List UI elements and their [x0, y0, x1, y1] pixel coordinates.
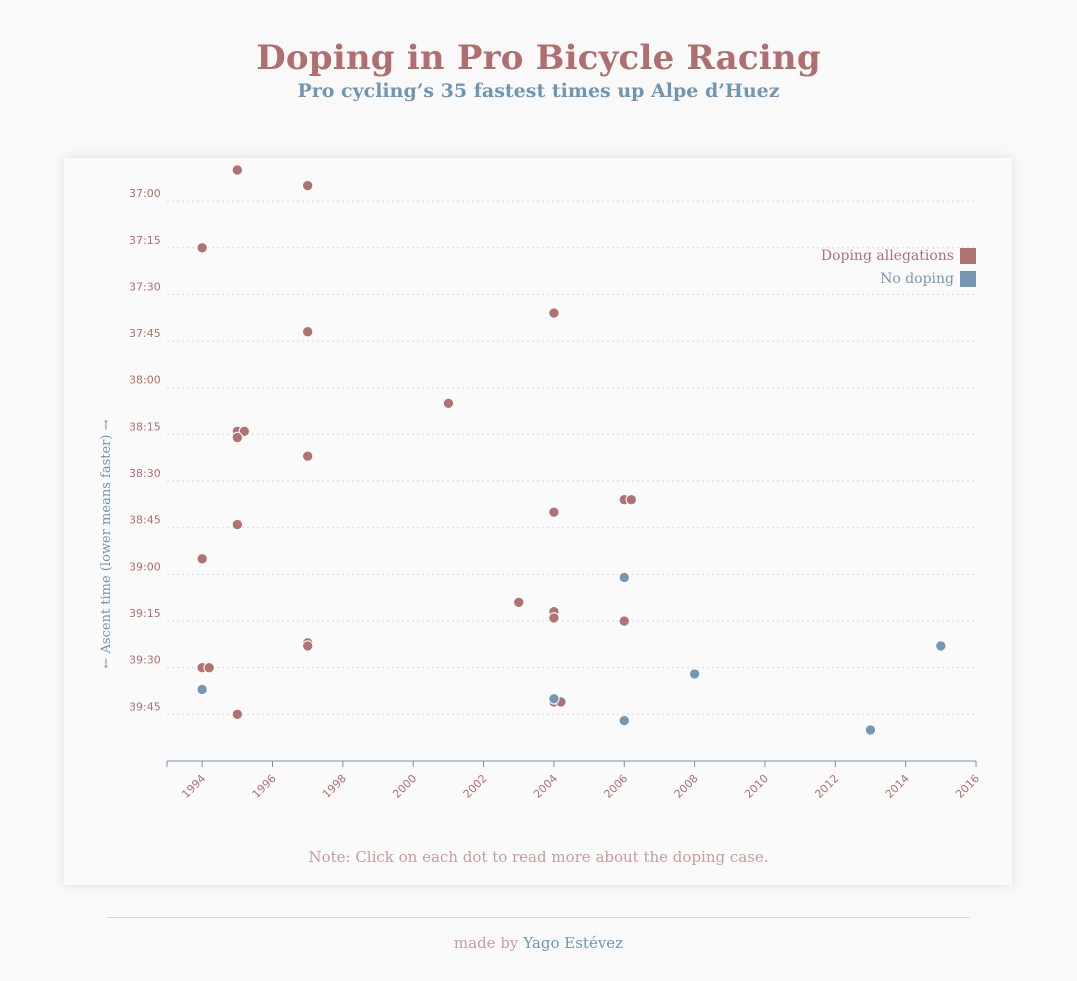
x-tick-label: 1994 — [179, 772, 208, 801]
legend: Doping allegations No doping — [821, 248, 976, 287]
x-tick-label: 2008 — [672, 772, 701, 801]
no-doping-dot[interactable] — [618, 571, 630, 584]
x-tick-label: 1998 — [320, 772, 349, 801]
doping-dot[interactable] — [203, 661, 215, 674]
grid-lines — [167, 200, 976, 715]
doping-dot[interactable] — [301, 450, 314, 462]
x-tick-label: 2004 — [531, 772, 560, 801]
y-tick-label: 37:15 — [129, 234, 161, 247]
y-axis: 37:00 37:15 37:30 37:45 38:00 38:15 38:30 38:45… — [129, 187, 161, 713]
author-link[interactable]: Yago Estévez — [523, 934, 624, 952]
doping-dot[interactable] — [231, 431, 244, 444]
x-tick-label: 1996 — [250, 772, 279, 801]
x-axis: 1994 1996 1998 2000 2002 2004 2006 2008 2010 2012… — [166, 760, 982, 801]
y-tick-label: 39:45 — [129, 700, 161, 713]
no-doping-dot[interactable] — [548, 693, 560, 705]
doping-dot[interactable] — [301, 326, 314, 338]
no-doping-dot[interactable] — [618, 714, 630, 727]
y-axis-title: ← Ascent time (lower means faster) → — [99, 419, 114, 668]
no-doping-dot[interactable] — [935, 640, 947, 652]
y-tick-label: 37:45 — [129, 327, 161, 340]
legend-label: No doping — [880, 271, 954, 287]
doping-dot[interactable] — [301, 179, 314, 192]
y-tick-label: 39:30 — [129, 654, 161, 667]
doping-dot[interactable] — [231, 518, 244, 531]
doping-dot[interactable] — [301, 640, 314, 652]
x-tick-label: 2012 — [812, 772, 841, 801]
doping-dot[interactable] — [442, 397, 455, 409]
doping-dot[interactable] — [231, 708, 244, 721]
no-doping-dot[interactable] — [864, 724, 877, 736]
page-subtitle: Pro cycling’s 35 fastest times up Alpe d… — [297, 80, 780, 102]
page-title: Doping in Pro Bicycle Racing — [256, 38, 821, 78]
y-tick-label: 37:30 — [129, 280, 161, 293]
doping-dot[interactable] — [618, 615, 630, 627]
chart-card: 37:00 37:15 37:30 37:45 38:00 38:15 38:30 38:45… — [64, 158, 1012, 885]
no-doping-dot[interactable] — [196, 683, 208, 696]
x-tick-label: 2002 — [461, 772, 490, 801]
scatter-chart: 37:00 37:15 37:30 37:45 38:00 38:15 38:30 38:45… — [99, 164, 982, 801]
doping-dot[interactable] — [231, 164, 244, 176]
y-tick-label: 38:30 — [129, 467, 161, 480]
y-tick-label: 39:00 — [129, 560, 161, 573]
doping-dot[interactable] — [548, 307, 560, 319]
note-text: Note: Click on each dot to read more abo… — [308, 848, 769, 866]
doping-dot[interactable] — [548, 612, 560, 624]
x-tick-label: 2010 — [742, 772, 771, 801]
footer-made-by: made by — [453, 934, 519, 952]
y-tick-label: 38:45 — [129, 514, 161, 527]
x-tick-label: 2006 — [601, 772, 630, 801]
legend-label: Doping allegations — [821, 248, 954, 264]
no-doping-dot[interactable] — [688, 668, 701, 680]
legend-swatch — [960, 271, 976, 287]
x-tick-label: 2016 — [953, 772, 982, 801]
doping-dot[interactable] — [513, 596, 525, 609]
y-tick-label: 39:15 — [129, 607, 161, 620]
doping-dot[interactable] — [625, 494, 637, 506]
legend-swatch — [960, 248, 976, 264]
footer: made by Yago Estévez — [0, 934, 1077, 952]
doping-dot[interactable] — [196, 242, 208, 254]
y-tick-label: 38:15 — [129, 420, 161, 433]
y-tick-label: 37:00 — [129, 187, 161, 200]
x-tick-label: 2014 — [883, 772, 912, 801]
footer-divider — [107, 917, 970, 918]
doping-dot[interactable] — [196, 553, 208, 565]
doping-dot[interactable] — [548, 506, 560, 518]
data-points — [196, 164, 947, 736]
x-tick-label: 2000 — [390, 772, 419, 801]
y-tick-label: 38:00 — [129, 374, 161, 387]
